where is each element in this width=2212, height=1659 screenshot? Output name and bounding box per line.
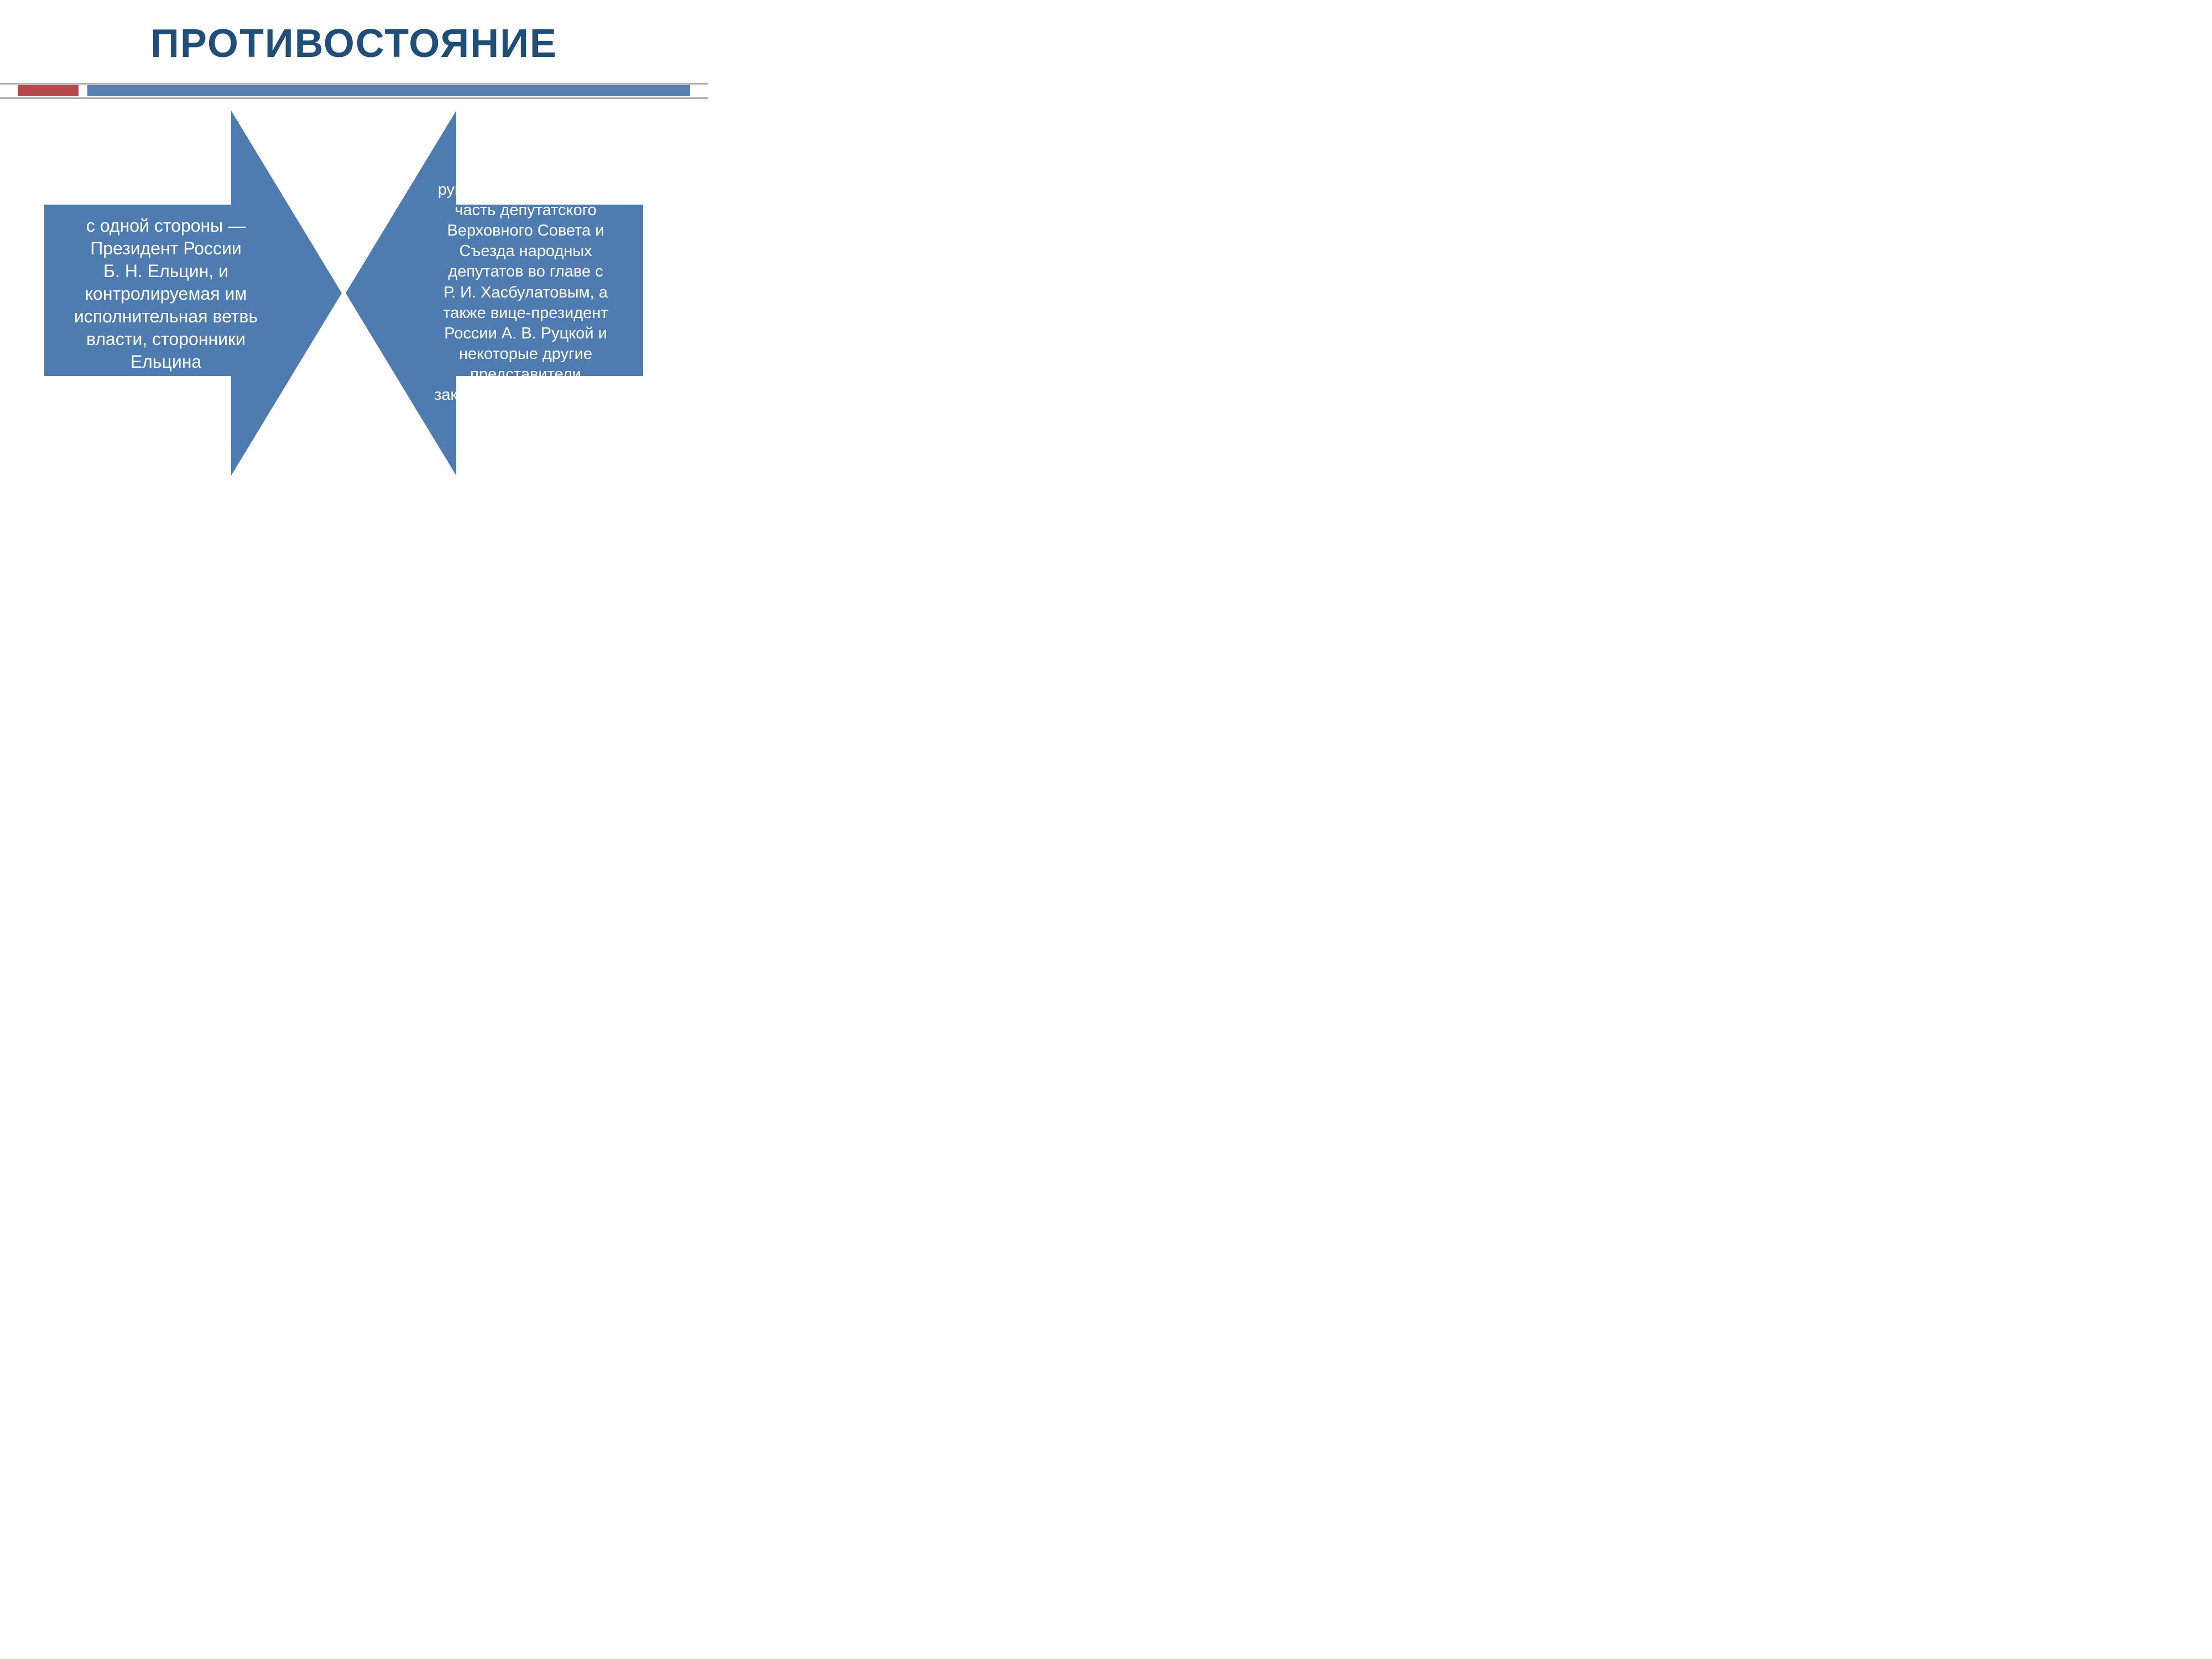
divider-accent-block [18, 85, 79, 96]
divider-main-bar [87, 85, 690, 96]
header-divider [0, 83, 708, 100]
slide-title: ПРОТИВОСТОЯНИЕ [0, 21, 708, 66]
arrow-left-text: руководство и большая часть депутатского… [405, 180, 646, 405]
divider-gray-bottom [0, 97, 708, 99]
divider-gray-top [0, 83, 708, 85]
arrow-right-text: с одной стороны — Президент России Б. Н.… [53, 215, 279, 373]
